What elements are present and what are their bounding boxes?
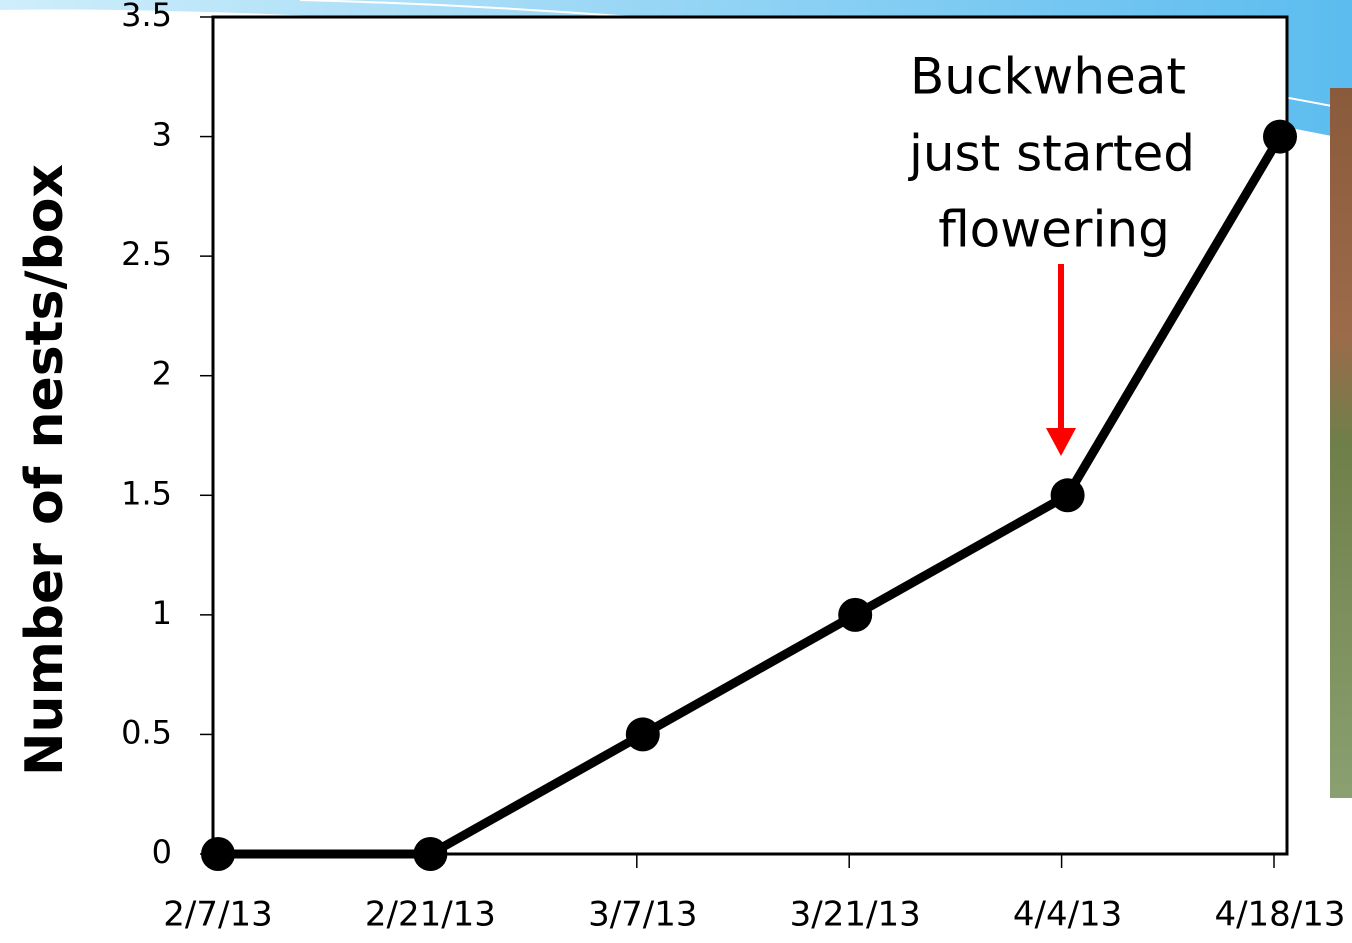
annotation-line: flowering [938,201,1170,259]
y-tick-label: 2 [152,355,172,393]
point [838,597,873,632]
y-axis-label: Number of nests/box [15,164,75,776]
y-tick-label: 2.5 [121,235,172,273]
x-tick-label: 4/4/13 [1013,895,1122,935]
point [1263,119,1297,154]
point [413,837,448,871]
y-tick-label: 3 [152,116,172,154]
x-tick-label: 2/7/13 [163,895,272,935]
x-tick-label: 3/7/13 [588,895,697,935]
y-tick-label: 0.5 [121,713,172,751]
y-tick-label: 1 [152,594,172,632]
annotation: Buckwheat just started flowering [908,48,1195,456]
annotation-arrowhead [1046,428,1076,456]
y-tick-label: 0 [152,833,172,871]
x-tick-label: 3/21/13 [790,895,921,935]
point [201,837,235,871]
line [218,134,1284,859]
x-tick-label: 4/18/13 [1214,895,1345,935]
y-tick-label: 3.5 [121,0,172,34]
annotation-line: just started [908,125,1195,183]
point [1050,478,1085,513]
point [625,717,660,752]
x-tick-label: 2/21/13 [365,895,496,935]
annotation-line: Buckwheat [910,48,1186,106]
photo [1330,88,1352,798]
y-tick-label: 1.5 [121,474,172,512]
